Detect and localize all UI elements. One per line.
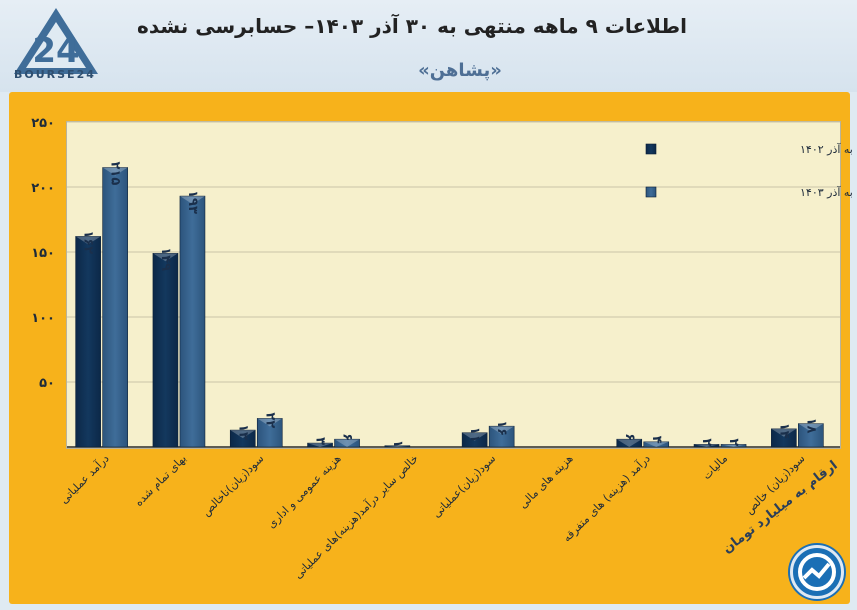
logo-text: BOURSE24 bbox=[14, 68, 96, 81]
bar-1 bbox=[384, 445, 411, 448]
y-tick-label: ۱۰۰ bbox=[31, 311, 55, 326]
y-tick-label: ۵۰ bbox=[39, 376, 55, 391]
svg-text:24: 24 bbox=[32, 31, 79, 71]
bar-cap bbox=[307, 443, 333, 447]
bar-cap bbox=[257, 418, 283, 427]
x-tick-label: درآمد عملیاتی bbox=[57, 451, 112, 506]
data-label: ۴ bbox=[649, 436, 664, 444]
bar-1 bbox=[616, 438, 643, 448]
x-tick-label: درآمد (هزینه) های متفرقه bbox=[560, 451, 653, 544]
data-label: ۱۴ bbox=[776, 423, 791, 439]
data-label: ۶ bbox=[622, 433, 637, 441]
bar-2 bbox=[256, 418, 283, 448]
bar-cap bbox=[334, 439, 360, 447]
bar-1 bbox=[75, 236, 101, 448]
data-label: ۱ bbox=[390, 440, 405, 448]
data-label: ۱۴۹ bbox=[158, 247, 173, 271]
bar-2 bbox=[643, 441, 670, 448]
company-name: «پشاهن» bbox=[418, 60, 502, 81]
data-label: ۱۶ bbox=[494, 420, 509, 436]
data-label: ۲۱۵ bbox=[108, 162, 123, 186]
bar-1 bbox=[229, 429, 256, 448]
data-label: ۲ bbox=[726, 438, 741, 446]
bar-1 bbox=[461, 432, 488, 448]
bar-1 bbox=[307, 442, 333, 448]
bar-2 bbox=[488, 425, 515, 448]
bar-2 bbox=[179, 195, 206, 448]
legend-label: عملکرد منتهی به آذر ۱۴۰۲ bbox=[800, 142, 857, 156]
bar-2 bbox=[798, 423, 824, 448]
data-label: ۱۳ bbox=[235, 424, 250, 440]
x-tick-label: هزینه عمومی و اداری bbox=[265, 452, 344, 531]
legend-swatch bbox=[645, 186, 657, 198]
bar-1 bbox=[771, 428, 797, 448]
bar-cap bbox=[489, 426, 515, 435]
data-label: ۱۸ bbox=[803, 418, 818, 434]
bar-2 bbox=[334, 438, 360, 448]
bar-cap bbox=[694, 444, 720, 447]
bar-cap bbox=[798, 423, 824, 432]
x-tick-label: مالیات bbox=[700, 452, 730, 482]
bar-cap bbox=[721, 444, 747, 447]
data-label: ۱۶۲ bbox=[81, 230, 96, 254]
data-label: ۳ bbox=[313, 437, 328, 445]
header bbox=[0, 0, 857, 92]
bar-cap bbox=[75, 236, 101, 245]
bar-cap bbox=[643, 441, 669, 447]
bar-1 bbox=[152, 253, 179, 448]
bar-1 bbox=[693, 444, 720, 448]
y-tick-label: ۲۰۰ bbox=[31, 181, 55, 196]
y-tick-label: ۱۵۰ bbox=[31, 246, 55, 261]
bar-cap bbox=[616, 439, 642, 447]
bar-2 bbox=[720, 444, 747, 448]
x-tick-label: سود(زیان)ناخالص bbox=[199, 452, 266, 519]
bourse24-badge-icon bbox=[790, 545, 844, 599]
x-tick-label: هزینه های مالی bbox=[516, 452, 575, 511]
x-tick-label: خالص سایر درآمد(هزینه)های عملیاتی bbox=[291, 451, 421, 581]
bar-cap bbox=[462, 432, 488, 441]
data-label: ۶ bbox=[340, 433, 355, 441]
bar-cap bbox=[102, 167, 128, 176]
bourse24-logo-icon: 24 bbox=[14, 8, 98, 74]
bar-cap bbox=[230, 430, 256, 439]
legend-label: عملکرد منتهی به آذر ۱۴۰۳ bbox=[800, 185, 857, 199]
data-label: ۲۲ bbox=[262, 412, 277, 428]
y-tick-label: ۲۵۰ bbox=[31, 116, 55, 131]
x-tick-label: سود(زیان)عملیاتی bbox=[430, 452, 498, 520]
bar-cap bbox=[771, 428, 797, 437]
data-label: ۱۹۳ bbox=[185, 190, 200, 214]
data-label: ۱۱ bbox=[467, 427, 482, 443]
data-label: ۲ bbox=[699, 438, 714, 446]
bar-cap bbox=[152, 253, 178, 262]
legend-swatch bbox=[645, 143, 657, 155]
page-title: اطلاعات ۹ ماهه منتهی به ۳۰ آذر ۱۴۰۳– حسا… bbox=[137, 14, 687, 38]
bar-cap bbox=[179, 196, 205, 205]
bar-2 bbox=[102, 167, 128, 448]
x-tick-label: بهای تمام شده bbox=[132, 452, 189, 509]
bar-cap bbox=[384, 445, 410, 447]
